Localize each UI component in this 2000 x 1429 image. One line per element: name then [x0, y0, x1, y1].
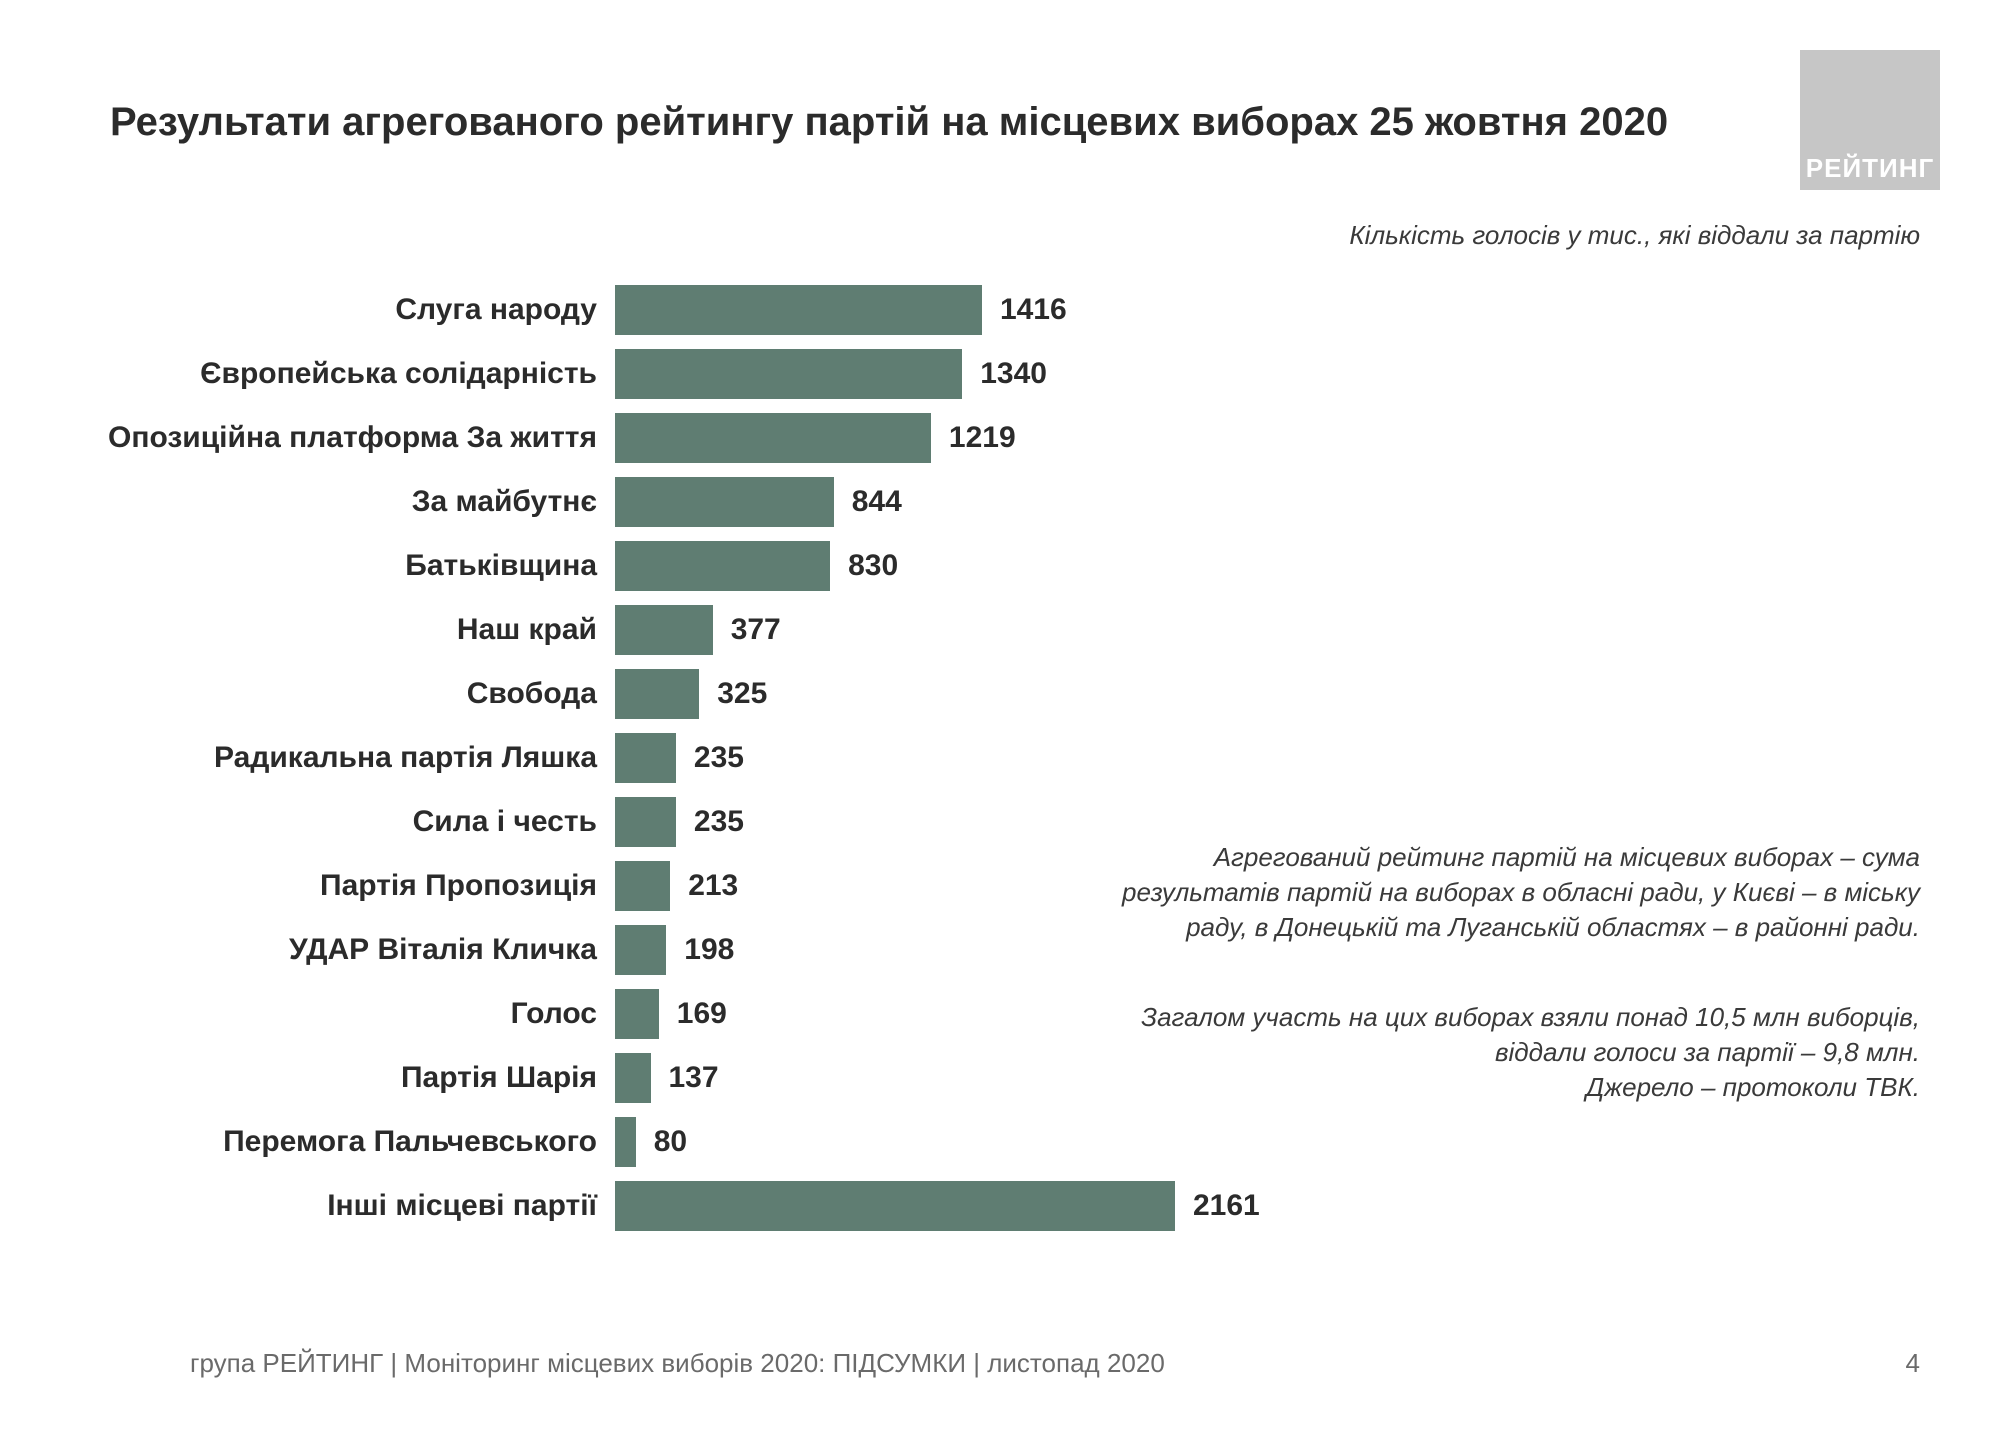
logo-text: РЕЙТИНГ — [1806, 153, 1934, 184]
bar — [615, 541, 830, 591]
bar-value: 169 — [677, 997, 727, 1031]
logo-badge: РЕЙТИНГ — [1800, 50, 1940, 190]
bar — [615, 861, 670, 911]
bar-label: Європейська солідарність — [0, 357, 615, 391]
bar-label: Свобода — [0, 677, 615, 711]
chart-row: Слуга народу 1416 — [0, 278, 1300, 342]
chart-row: Опозиційна платформа За життя 1219 — [0, 406, 1300, 470]
bar-wrap: 1416 — [615, 285, 1300, 335]
bar-label: За майбутнє — [0, 485, 615, 519]
bar-label: Інші місцеві партії — [0, 1189, 615, 1223]
bar-label: Радикальна партія Ляшка — [0, 741, 615, 775]
bar-wrap: 80 — [615, 1117, 1300, 1167]
bar-label: Слуга народу — [0, 293, 615, 327]
bar-value: 1416 — [1000, 293, 1067, 327]
bar-label: Голос — [0, 997, 615, 1031]
bar — [615, 733, 676, 783]
bar — [615, 1053, 651, 1103]
chart-row: Перемога Пальчевського 80 — [0, 1110, 1300, 1174]
bar-value: 235 — [694, 741, 744, 775]
bar-label: Наш край — [0, 613, 615, 647]
chart-note-2: Загалом участь на цих виборах взяли пона… — [1100, 1000, 1920, 1105]
bar-wrap: 2161 — [615, 1181, 1300, 1231]
bar-value: 1340 — [980, 357, 1047, 391]
chart-note-1: Агрегований рейтинг партій на місцевих в… — [1100, 840, 1920, 945]
bar-label: УДАР Віталія Кличка — [0, 933, 615, 967]
bar — [615, 1181, 1175, 1231]
page-number: 4 — [1906, 1348, 1920, 1379]
bar — [615, 1117, 636, 1167]
bar-wrap: 377 — [615, 605, 1300, 655]
bar-value: 198 — [684, 933, 734, 967]
bar-wrap: 325 — [615, 669, 1300, 719]
bar-label: Перемога Пальчевського — [0, 1125, 615, 1159]
bar-label: Батьківщина — [0, 549, 615, 583]
bar-wrap: 1219 — [615, 413, 1300, 463]
bar-value: 325 — [717, 677, 767, 711]
footer-source: група РЕЙТИНГ | Моніторинг місцевих вибо… — [190, 1348, 1165, 1379]
bar — [615, 605, 713, 655]
bar-value: 2161 — [1193, 1189, 1260, 1223]
bar-wrap: 235 — [615, 733, 1300, 783]
bar-value: 844 — [852, 485, 902, 519]
bar-value: 1219 — [949, 421, 1016, 455]
chart-row: Батьківщина 830 — [0, 534, 1300, 598]
footer: група РЕЙТИНГ | Моніторинг місцевих вибо… — [0, 1348, 2000, 1379]
chart-row: Наш край 377 — [0, 598, 1300, 662]
chart-row: Радикальна партія Ляшка 235 — [0, 726, 1300, 790]
bar-wrap: 844 — [615, 477, 1300, 527]
bar — [615, 349, 962, 399]
bar — [615, 989, 659, 1039]
bar — [615, 477, 834, 527]
bar-label: Партія Пропозиція — [0, 869, 615, 903]
bar-label: Сила і честь — [0, 805, 615, 839]
bar-value: 137 — [669, 1061, 719, 1095]
bar-value: 213 — [688, 869, 738, 903]
bar-wrap: 1340 — [615, 349, 1300, 399]
bar — [615, 669, 699, 719]
bar-value: 80 — [654, 1125, 687, 1159]
chart-row: Інші місцеві партії 2161 — [0, 1174, 1300, 1238]
bar-value: 830 — [848, 549, 898, 583]
bar-label: Партія Шарія — [0, 1061, 615, 1095]
bar-value: 377 — [731, 613, 781, 647]
bar — [615, 797, 676, 847]
bar-wrap: 830 — [615, 541, 1300, 591]
bar-value: 235 — [694, 805, 744, 839]
chart-row: Свобода 325 — [0, 662, 1300, 726]
bar — [615, 925, 666, 975]
chart-row: Європейська солідарність 1340 — [0, 342, 1300, 406]
bar-label: Опозиційна платформа За життя — [0, 421, 615, 455]
page-title: Результати агрегованого рейтингу партій … — [110, 100, 1668, 145]
bar — [615, 285, 982, 335]
bar — [615, 413, 931, 463]
chart-subtitle: Кількість голосів у тис., які віддали за… — [1349, 220, 1920, 251]
chart-row: За майбутнє 844 — [0, 470, 1300, 534]
